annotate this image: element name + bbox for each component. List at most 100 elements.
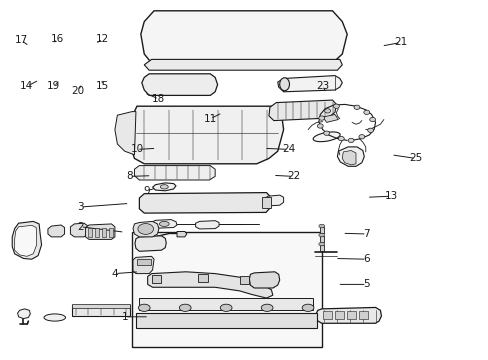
Bar [137,259,150,265]
Ellipse shape [179,304,191,311]
Text: 10: 10 [130,144,143,154]
Polygon shape [152,183,176,191]
Polygon shape [147,272,272,298]
Ellipse shape [323,131,329,135]
Polygon shape [144,59,342,70]
Bar [87,228,92,237]
Bar [346,311,355,319]
Text: 14: 14 [20,81,34,91]
Polygon shape [85,224,115,239]
Polygon shape [249,272,279,288]
Text: 8: 8 [126,171,133,181]
Text: 24: 24 [281,144,295,154]
Polygon shape [141,11,346,63]
Ellipse shape [347,138,353,143]
Ellipse shape [369,117,375,122]
Text: 25: 25 [408,153,422,163]
Ellipse shape [160,185,168,189]
Ellipse shape [324,109,330,113]
Text: 18: 18 [152,94,165,104]
Polygon shape [337,147,364,166]
Polygon shape [268,100,336,121]
Ellipse shape [318,224,324,228]
Text: 20: 20 [72,86,84,96]
Bar [261,197,271,208]
Ellipse shape [318,242,324,246]
Ellipse shape [302,304,313,311]
Ellipse shape [138,224,153,234]
Text: 15: 15 [96,81,109,91]
Polygon shape [18,309,30,319]
Bar [322,311,331,319]
Text: 9: 9 [143,186,150,196]
Polygon shape [198,274,207,282]
Bar [72,304,130,308]
Polygon shape [195,221,219,229]
Ellipse shape [138,304,150,311]
Ellipse shape [333,104,339,108]
Ellipse shape [353,105,359,109]
Polygon shape [48,225,64,237]
Ellipse shape [367,128,373,132]
Bar [102,228,106,237]
Ellipse shape [318,233,324,237]
Polygon shape [342,150,355,165]
Polygon shape [129,106,283,164]
Polygon shape [12,221,41,259]
Polygon shape [315,307,381,323]
Bar [359,311,367,319]
Bar [334,311,343,319]
Polygon shape [151,275,161,283]
Bar [132,232,321,347]
Ellipse shape [220,304,232,311]
Ellipse shape [44,314,65,321]
Text: 4: 4 [111,269,118,279]
Bar [72,305,130,316]
Bar [319,236,323,242]
Ellipse shape [312,132,340,142]
Text: 2: 2 [77,222,84,232]
Text: 22: 22 [286,171,300,181]
Text: 11: 11 [203,114,217,124]
Ellipse shape [159,221,169,226]
Polygon shape [264,195,283,206]
Polygon shape [135,236,166,251]
Text: 12: 12 [96,34,109,44]
Polygon shape [134,166,215,180]
Bar [94,228,99,237]
Bar [319,227,323,233]
Text: 17: 17 [14,35,28,45]
Polygon shape [239,276,249,284]
Polygon shape [142,74,217,95]
Text: 6: 6 [363,254,369,264]
Polygon shape [151,220,177,228]
Bar [139,298,312,310]
Text: 21: 21 [393,37,407,48]
Ellipse shape [279,78,289,91]
Text: 13: 13 [384,191,397,201]
Polygon shape [139,193,269,213]
Polygon shape [15,225,37,256]
Bar [108,228,113,237]
Polygon shape [133,221,159,237]
Ellipse shape [358,135,364,139]
Bar [319,245,323,251]
Polygon shape [115,112,136,155]
Text: 7: 7 [363,229,369,239]
Text: 1: 1 [121,312,128,322]
Ellipse shape [261,304,272,311]
Ellipse shape [318,116,324,120]
Text: 19: 19 [47,81,61,91]
Text: 3: 3 [77,202,84,212]
Ellipse shape [363,110,369,114]
Polygon shape [70,223,88,237]
Text: 23: 23 [315,81,329,91]
Text: 16: 16 [51,34,64,44]
Polygon shape [133,256,154,274]
Text: 5: 5 [363,279,369,289]
Polygon shape [322,114,338,122]
Polygon shape [277,76,342,92]
Ellipse shape [317,124,323,128]
Polygon shape [177,231,186,237]
Ellipse shape [338,136,344,141]
